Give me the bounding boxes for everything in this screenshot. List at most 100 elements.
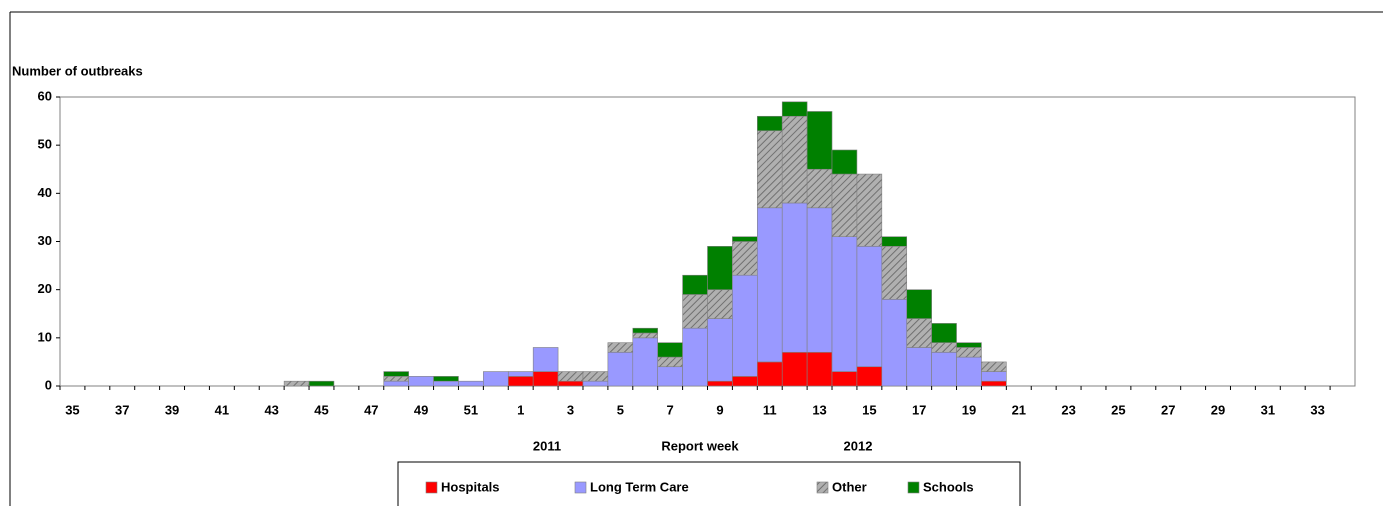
x-tick-label: 15 — [862, 402, 876, 417]
legend-swatch — [816, 481, 829, 494]
bar-segment — [881, 246, 908, 300]
bar-segment — [507, 371, 534, 377]
bar-segment — [607, 342, 634, 353]
x-axis-label: Report week — [661, 438, 739, 453]
bar-segment — [507, 376, 534, 387]
legend-label: Other — [832, 479, 867, 494]
bar-segment — [483, 371, 509, 387]
bar-segment — [707, 380, 733, 387]
bar-segment — [931, 351, 957, 387]
bar-segment — [981, 371, 1007, 382]
x-tick-label: 37 — [115, 402, 129, 417]
bar-segment — [732, 236, 758, 242]
bar-segment — [283, 380, 310, 387]
bar-segment — [881, 236, 908, 247]
x-tick-label: 45 — [314, 402, 328, 417]
bar-segment — [433, 380, 459, 387]
x-tick-label: 11 — [763, 402, 777, 417]
bar-segment — [408, 376, 434, 387]
bar-segment — [657, 356, 683, 368]
bar-segment — [682, 294, 708, 329]
x-tick-label: 3 — [567, 402, 574, 417]
legend-swatch — [907, 481, 920, 494]
bar-segment — [757, 130, 783, 209]
bar-segment — [981, 380, 1007, 387]
x-tick-label: 23 — [1061, 402, 1075, 417]
bar-segment — [582, 371, 609, 382]
bar-segment — [632, 332, 658, 339]
bar-segment — [781, 202, 808, 353]
x-tick-label: 21 — [1012, 402, 1026, 417]
x-tick-label: 41 — [215, 402, 229, 417]
x-tick-label: 5 — [617, 402, 624, 417]
bar-segment — [682, 327, 708, 387]
bar-segment — [707, 246, 733, 290]
x-tick-label: 17 — [912, 402, 926, 417]
bar-segment — [732, 241, 758, 276]
bar-segment — [931, 342, 957, 353]
bar-segment — [458, 380, 484, 387]
bar-segment — [781, 115, 808, 204]
bar-segment — [632, 327, 658, 334]
x-tick-label: 47 — [364, 402, 378, 417]
x-tick-label: 35 — [65, 402, 79, 417]
legend-label: Long Term Care — [590, 479, 689, 494]
x-tick-label: 33 — [1310, 402, 1324, 417]
bar-segment — [806, 168, 833, 209]
bar-segment — [383, 380, 409, 387]
x-tick-label: 49 — [414, 402, 428, 417]
bar-segment — [831, 371, 858, 387]
bar-segment — [532, 371, 559, 387]
bar-segment — [757, 361, 783, 387]
bar-segment — [707, 289, 733, 319]
bar-segment — [781, 351, 808, 387]
bar-segment — [632, 337, 658, 387]
x-tick-label: 9 — [716, 402, 723, 417]
annotation: 2012 — [844, 438, 873, 453]
bar-segment — [956, 347, 982, 358]
x-tick-label: 25 — [1111, 402, 1125, 417]
x-tick-label: 19 — [962, 402, 976, 417]
x-tick-label: 1 — [517, 402, 524, 417]
y-tick-label: 0 — [45, 377, 52, 392]
bar-segment — [383, 371, 409, 377]
x-tick-label: 27 — [1161, 402, 1175, 417]
bar-segment — [607, 351, 634, 387]
bar-segment — [931, 323, 957, 343]
bar-segment — [856, 173, 883, 247]
bar-segment — [657, 366, 683, 387]
x-tick-label: 31 — [1261, 402, 1275, 417]
y-tick-label: 10 — [38, 329, 52, 344]
bar-segment — [831, 236, 858, 372]
bar-segment — [906, 347, 932, 387]
bar-segment — [433, 376, 459, 382]
x-tick-label: 29 — [1211, 402, 1225, 417]
bar-segment — [757, 115, 783, 132]
bar-segment — [532, 347, 559, 372]
annotation: 2011 — [533, 438, 561, 453]
bar-segment — [781, 101, 808, 117]
y-tick-label: 20 — [38, 281, 52, 296]
bar-segment — [557, 380, 584, 387]
bar-segment — [856, 366, 883, 387]
legend-label: Hospitals — [441, 479, 500, 494]
bar-segment — [657, 342, 683, 358]
bar-segment — [806, 207, 833, 353]
bar-segment — [707, 318, 733, 382]
legend-swatch — [425, 481, 438, 494]
legend-label: Schools — [923, 479, 974, 494]
x-tick-label: 13 — [812, 402, 826, 417]
y-tick-label: 30 — [38, 233, 52, 248]
y-tick-label: 50 — [38, 137, 52, 152]
bar-segment — [557, 371, 584, 382]
legend-swatch — [574, 481, 587, 494]
x-tick-label: 51 — [464, 402, 478, 417]
x-tick-label: 7 — [667, 402, 674, 417]
bar-segment — [981, 361, 1007, 372]
x-tick-label: 43 — [264, 402, 278, 417]
y-axis-label: Number of outbreaks — [12, 63, 143, 78]
bar-segment — [856, 246, 883, 368]
bar-segment — [831, 149, 858, 175]
y-tick-label: 40 — [38, 185, 52, 200]
bar-segment — [806, 111, 833, 170]
